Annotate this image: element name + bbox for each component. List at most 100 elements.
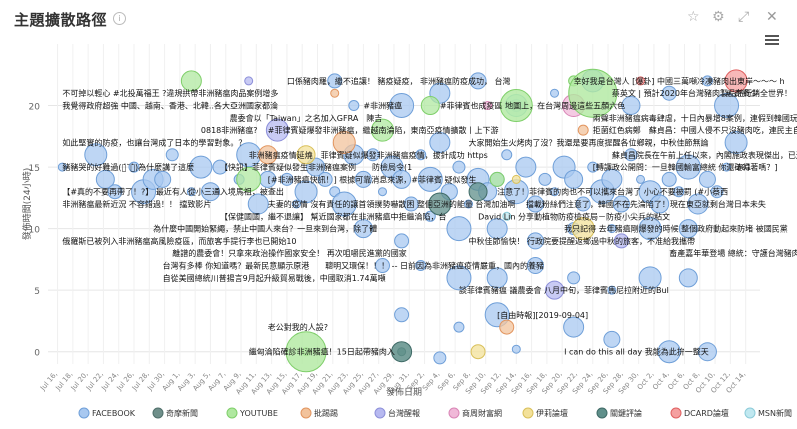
legend-swatch xyxy=(522,407,534,419)
data-point-伊莉論壇 xyxy=(571,217,595,241)
legend-swatch xyxy=(744,407,756,419)
info-icon[interactable]: i xyxy=(113,12,126,25)
legend-item[interactable]: MSN新聞 xyxy=(744,407,792,419)
data-point-FACEBOOK xyxy=(200,182,220,202)
data-point-FACEBOOK xyxy=(353,219,373,239)
legend-label: DCARD論壇 xyxy=(684,408,729,418)
star-icon[interactable]: ☆ xyxy=(687,9,700,25)
point-annotation: 幸好我是台灣人 [爆卦] 中國三萬噸冷凍豬肉出東岸～～～ h xyxy=(574,76,785,86)
data-point-FACEBOOK xyxy=(247,193,269,215)
data-point-FACEBOOK xyxy=(452,160,466,174)
point-annotation: [#非洲豬瘟快訊！] 根據可靠消息來源，#菲律賓 疑似發生 xyxy=(268,174,477,184)
legend-item[interactable]: FACEBOOK xyxy=(78,407,136,419)
data-point-FACEBOOK xyxy=(678,268,698,288)
point-annotation: 中秋佳節愉快！ 行政院要提醒返鄉過中秋的旅客，不准給我攜帶 xyxy=(469,236,696,246)
legend-item[interactable]: 商周財富網 xyxy=(448,407,502,419)
point-annotation: David Lin 分享動植物防疫檢疫局－防疫小尖兵的粘文 xyxy=(478,211,670,221)
point-annotation: 農委會以「Taiwan」之名加入GFRA 陳吉 xyxy=(230,113,383,123)
legend-item[interactable]: 關鍵評論 xyxy=(596,407,642,419)
legend-item[interactable]: YOUTUBE xyxy=(226,407,278,419)
data-point-MSN新聞 xyxy=(502,211,512,221)
data-point-FACEBOOK xyxy=(697,342,717,362)
data-point-批踢踢 xyxy=(332,130,356,154)
point-annotation: 【保健國國，繼不退讓】 幫近國家都在非洲豬瘟中拒繼淪陷，台 xyxy=(220,211,447,221)
data-point-FACEBOOK xyxy=(446,265,472,291)
legend-label: FACEBOOK xyxy=(92,409,136,418)
hamburger-menu-icon[interactable] xyxy=(765,35,779,46)
data-point-FACEBOOK xyxy=(280,172,294,186)
data-point-批踢踢 xyxy=(258,145,278,165)
data-point-FACEBOOK xyxy=(673,186,685,198)
point-annotation: 注意了！菲律賓的肉也不可以攜來台灣了 小心不要被罰 (#小蔡西 xyxy=(497,187,728,197)
legend-item[interactable]: 批踢踢 xyxy=(300,407,338,419)
legend-swatch xyxy=(448,407,460,419)
legend-label: 台灣醒報 xyxy=(388,408,420,418)
point-annotation: 繼匈淪陷確診非洲豬瘟！15日起帶豬肉入 xyxy=(249,347,395,357)
point-annotation: 自從美國總統川普揚言9月起升級貿易戰後，中國取消1.74萬噸 xyxy=(163,273,386,283)
data-point-FACEBOOK xyxy=(722,162,732,172)
data-point-DCARD論壇 xyxy=(724,69,748,93)
point-annotation: 兩聲非洲豬瘟病毒肆虐，十日內暴增8案例，連假到韓國玩記得回國 xyxy=(593,113,797,123)
data-point-FACEBOOK xyxy=(636,174,646,184)
data-point-伊莉論壇 xyxy=(296,145,316,165)
point-annotation: 口係豬肉羅，繼不追讓！ 豬疫疑疫， 非洲豬瘟防疫成功， 台灣 xyxy=(287,76,511,86)
data-point-FACEBOOK xyxy=(291,199,301,209)
point-annotation: 拒菌红色病鄭 蘇貞昌：中國人侵不只沒豬肉吃，連民主自由都會消 xyxy=(593,125,797,135)
data-point-FACEBOOK xyxy=(526,257,544,275)
data-point-FACEBOOK xyxy=(186,187,196,197)
data-point-FACEBOOK xyxy=(486,218,508,240)
legend-item[interactable]: 台灣醒報 xyxy=(374,407,420,419)
data-point-FACEBOOK xyxy=(394,233,410,249)
data-point-FACEBOOK xyxy=(550,88,560,98)
data-point-FACEBOOK xyxy=(464,199,474,209)
data-point-YOUTUBE xyxy=(489,171,505,187)
data-point-批踢踢 xyxy=(499,319,515,335)
data-point-YOUTUBE xyxy=(180,70,202,92)
data-point-YOUTUBE-large xyxy=(499,89,533,123)
legend-label: 關鍵評論 xyxy=(610,408,642,418)
point-annotation: 非洲豬瘟疫情延燒 菲律賓疑似爆發非洲豬瘟疫情，拔針成功 https xyxy=(249,150,488,160)
point-annotation: 聰明又環保！！！ -- 日前因為非洲豬瘟疫情嚴重，國內的養豬 xyxy=(325,261,544,271)
data-point-FACEBOOK xyxy=(587,161,599,173)
point-annotation: 如此堅實的防疫，也讓台灣成了日本的學習對象。？ xyxy=(62,137,246,147)
close-icon[interactable]: ✕ xyxy=(766,9,778,25)
legend-item[interactable]: 奇摩新聞 xyxy=(152,407,198,419)
data-point-FACEBOOK xyxy=(603,330,621,348)
data-point-FACEBOOK xyxy=(403,196,419,212)
data-point-FACEBOOK xyxy=(657,340,681,364)
data-point-FACEBOOK xyxy=(377,187,387,197)
legend-label: 批踢踢 xyxy=(314,408,338,418)
gear-icon[interactable]: ⚙ xyxy=(712,9,725,25)
data-point-YOUTUBE xyxy=(420,96,440,116)
point-annotation: 【#真的不要再帶了！?】 最近有人從小三通入境馬祖，被查出 xyxy=(62,187,284,197)
data-point-FACEBOOK xyxy=(154,170,172,188)
data-point-FACEBOOK xyxy=(453,321,465,333)
legend-item[interactable]: DCARD論壇 xyxy=(670,407,729,419)
data-point-FACEBOOK xyxy=(446,216,472,242)
data-point-FACEBOOK xyxy=(327,73,343,89)
data-point-FACEBOOK xyxy=(675,154,701,180)
data-point-FACEBOOK xyxy=(417,166,443,192)
y-tick-label: 5 xyxy=(34,287,40,297)
data-point-FACEBOOK xyxy=(621,96,641,116)
data-point-FACEBOOK xyxy=(331,191,357,217)
data-point-FACEBOOK xyxy=(486,267,508,289)
point-annotation: 我只記得 去年豬瘟剛爆發的時候 整個政府動起來防堵 被國民黨 xyxy=(564,224,788,234)
data-point-FACEBOOK xyxy=(714,93,740,119)
data-point-FACEBOOK xyxy=(661,85,677,101)
point-annotation: 我覺得政府超強 中國、越南、香港、北韓..各大亞洲國家都淪 xyxy=(62,101,278,111)
data-point-YOUTUBE-large xyxy=(568,68,618,118)
data-point-FACEBOOK xyxy=(95,169,115,189)
data-point-批踢踢 xyxy=(577,124,589,136)
data-point-FACEBOOK xyxy=(661,171,677,187)
data-point-台灣醒報 xyxy=(244,76,254,86)
data-point-關鍵評論-large xyxy=(391,341,413,363)
expand-icon[interactable]: ⤢ xyxy=(738,9,750,25)
page-title: 主題擴散路徑 xyxy=(14,11,108,29)
data-point-FACEBOOK xyxy=(294,180,318,204)
data-point-FACEBOOK xyxy=(469,72,487,90)
point-annotation: 201 xyxy=(736,163,751,172)
point-annotation: #非洲豬瘟 xyxy=(363,101,402,111)
data-point-FACEBOOK xyxy=(701,75,713,87)
legend-item[interactable]: 伊莉論壇 xyxy=(522,407,568,419)
